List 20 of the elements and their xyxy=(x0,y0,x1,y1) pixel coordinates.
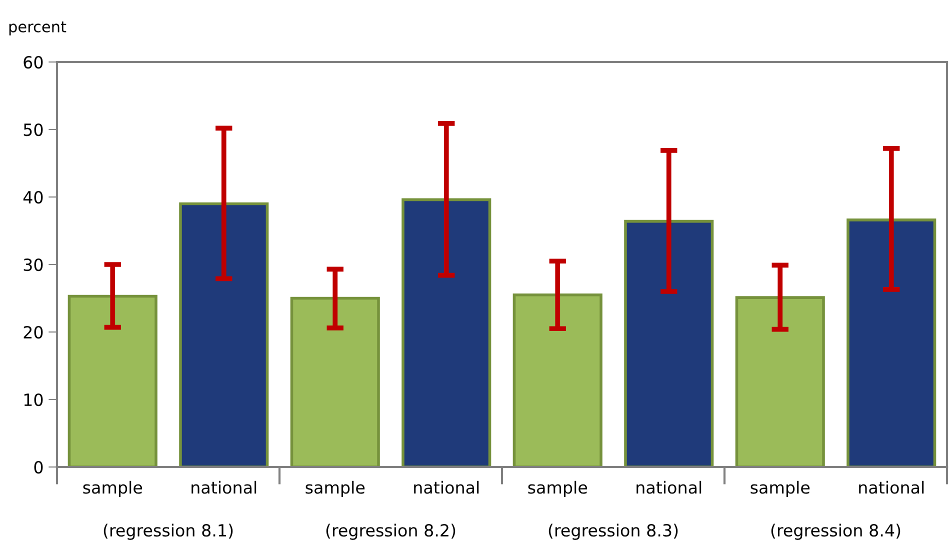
x-tick-label: sample xyxy=(528,480,588,498)
x-tick-label: sample xyxy=(83,480,142,498)
text: (regression 8.3) xyxy=(548,524,678,540)
y-tick-label: 30 xyxy=(24,258,43,272)
x-tick-label: national xyxy=(192,480,256,494)
text: (regression 8.1) xyxy=(104,524,233,540)
x-tick-label: sample xyxy=(750,480,810,498)
y-tick-label: 60 xyxy=(24,56,43,69)
y-tick-label: 20 xyxy=(24,326,43,339)
x-tick-label: national xyxy=(859,480,924,494)
x-tick-label: sample xyxy=(306,480,365,498)
text: (regression 8.4) xyxy=(771,524,900,540)
y-tick-label: 50 xyxy=(24,123,43,136)
y-tick-label: 10 xyxy=(24,393,43,406)
x-tick-label: national xyxy=(636,480,702,494)
y-tick-label: 40 xyxy=(23,190,43,204)
text: (regression 8.2) xyxy=(326,524,456,540)
y-tick-label: 0 xyxy=(34,460,43,474)
y-axis-title: percent xyxy=(9,21,66,36)
x-tick-label: national xyxy=(414,480,479,494)
